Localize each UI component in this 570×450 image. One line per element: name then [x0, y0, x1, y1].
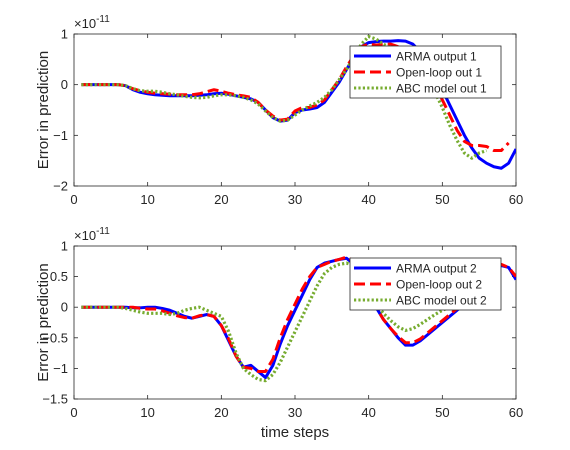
chart2-exponent-power: -11	[96, 226, 110, 237]
chart1-xtick-label: 50	[435, 192, 449, 207]
chart2-ytick-label: 1	[61, 239, 68, 254]
bottom-chart: 0 10 20 30 40 50 60 −1.5 −1 −0.5 0 0.5 1 ×10-11 Error …	[35, 226, 523, 441]
chart1-exponent-base: ×10	[74, 16, 96, 31]
chart1-xtick-label: 10	[140, 192, 154, 207]
chart1-legend-label-1: ARMA output 1	[396, 50, 477, 64]
chart1-xtick-label: 20	[214, 192, 228, 207]
chart2-ytick-label: −0.5	[42, 330, 68, 345]
chart2-series-line-2	[81, 255, 516, 373]
chart1-exponent-label: ×10-11	[74, 14, 110, 31]
chart1-exponent-power: -11	[96, 14, 110, 25]
chart2-xtick-label: 60	[509, 405, 523, 420]
chart2-ytick-label: 0.5	[50, 269, 68, 284]
chart2-ylabel: Error in prediction	[35, 263, 52, 381]
chart1-xtick-label: 40	[361, 192, 375, 207]
chart2-legend: ARMA output 2 Open-loop out 2 ABC model ou…	[349, 257, 502, 311]
chart2-exponent-label: ×10-11	[74, 226, 110, 243]
chart2-ytick-label: 0	[61, 300, 68, 315]
chart1-ytick-label: −2	[53, 179, 68, 194]
chart1-ytick-label: 1	[61, 27, 68, 42]
chart2-xtick-label: 20	[214, 405, 228, 420]
chart2-xlabel: time steps	[261, 424, 329, 441]
chart2-series-group	[81, 255, 516, 383]
chart1-legend-label-3: ABC model out 1	[396, 82, 487, 96]
chart2-legend-label-3: ABC model out 2	[396, 294, 487, 308]
top-chart: 0 10 20 30 40 50 60 −2 −1 0 1 ×10-11 Error in predic…	[35, 14, 523, 207]
chart1-xtick-label: 0	[70, 192, 77, 207]
chart1-legend-label-2: Open-loop out 1	[396, 66, 482, 80]
chart1-ylabel: Error in prediction	[35, 51, 52, 169]
chart2-ytick-label: −1	[53, 361, 68, 376]
chart2-xtick-label: 40	[361, 405, 375, 420]
chart2-exponent-base: ×10	[74, 228, 96, 243]
chart1-xtick-label: 30	[288, 192, 302, 207]
chart2-xtick-label: 10	[140, 405, 154, 420]
chart2-xtick-label: 50	[435, 405, 449, 420]
chart1-legend: ARMA output 1 Open-loop out 1 ABC model ou…	[349, 45, 502, 99]
chart2-legend-label-2: Open-loop out 2	[396, 278, 482, 292]
chart1-xtick-label: 60	[509, 192, 523, 207]
chart1-ytick-label: 0	[61, 77, 68, 92]
chart2-xtick-label: 30	[288, 405, 302, 420]
chart2-ytick-label: −1.5	[42, 392, 68, 407]
chart2-xtick-label: 0	[70, 405, 77, 420]
chart1-ytick-label: −1	[53, 128, 68, 143]
chart2-legend-label-1: ARMA output 2	[396, 262, 477, 276]
